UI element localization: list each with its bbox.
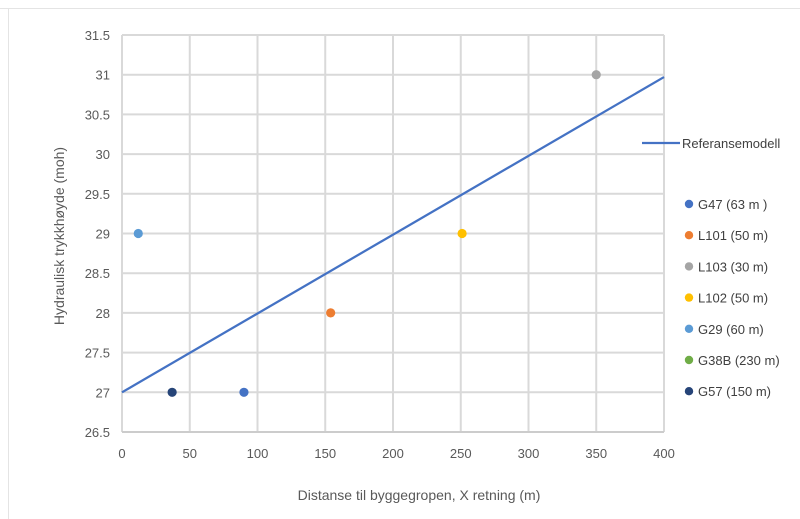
y-axis-title: Hydraulisk trykkhøyde (moh): [51, 147, 67, 325]
data-point: [239, 388, 248, 397]
x-tick-labels: 0 50 100 150 200 250 300 350 400: [118, 446, 674, 461]
data-point: [458, 229, 467, 238]
legend-marker: [685, 325, 693, 333]
y-tick-label: 28: [96, 306, 110, 321]
data-point: [168, 388, 177, 397]
legend-label: Referansemodell: [682, 136, 780, 151]
y-tick-label: 29: [96, 227, 110, 242]
y-tick-labels: 26.5 27 27.5 28 28.5 29 29.5 30 30.5 31 31.5: [85, 28, 110, 440]
y-tick-label: 30: [96, 147, 110, 162]
legend-label: G38B (230 m): [698, 353, 780, 368]
y-tick-label: 28.5: [85, 266, 110, 281]
legend-marker: [685, 231, 693, 239]
y-tick-label: 31.5: [85, 28, 110, 43]
y-tick-label: 26.5: [85, 425, 110, 440]
x-tick-label: 350: [585, 446, 607, 461]
y-tick-label: 30.5: [85, 107, 110, 122]
x-axis-title: Distanse til byggegropen, X retning (m): [298, 487, 541, 503]
legend-label: G57 (150 m): [698, 384, 771, 399]
y-tick-label: 29.5: [85, 187, 110, 202]
data-point: [326, 308, 335, 317]
legend-marker: [685, 262, 693, 270]
legend: Referansemodell G47 (63 m ) L101 (50 m) L10…: [642, 136, 780, 399]
legend-label: G29 (60 m): [698, 322, 764, 337]
x-tick-label: 100: [247, 446, 269, 461]
y-tick-label: 27: [96, 385, 110, 400]
y-tick-label: 27.5: [85, 346, 110, 361]
data-point: [134, 229, 143, 238]
x-tick-label: 300: [518, 446, 540, 461]
x-tick-label: 250: [450, 446, 472, 461]
legend-marker: [685, 293, 693, 301]
legend-label: L102 (50 m): [698, 291, 768, 306]
legend-label: G47 (63 m ): [698, 197, 767, 212]
x-tick-label: 400: [653, 446, 675, 461]
legend-marker: [685, 200, 693, 208]
legend-label: L103 (30 m): [698, 259, 768, 274]
legend-marker: [685, 356, 693, 364]
legend-marker: [685, 387, 693, 395]
y-tick-label: 31: [96, 68, 110, 83]
x-tick-label: 150: [314, 446, 336, 461]
data-point: [592, 70, 601, 79]
x-tick-label: 0: [118, 446, 125, 461]
legend-label: L101 (50 m): [698, 228, 768, 243]
x-tick-label: 200: [382, 446, 404, 461]
x-tick-label: 50: [183, 446, 197, 461]
